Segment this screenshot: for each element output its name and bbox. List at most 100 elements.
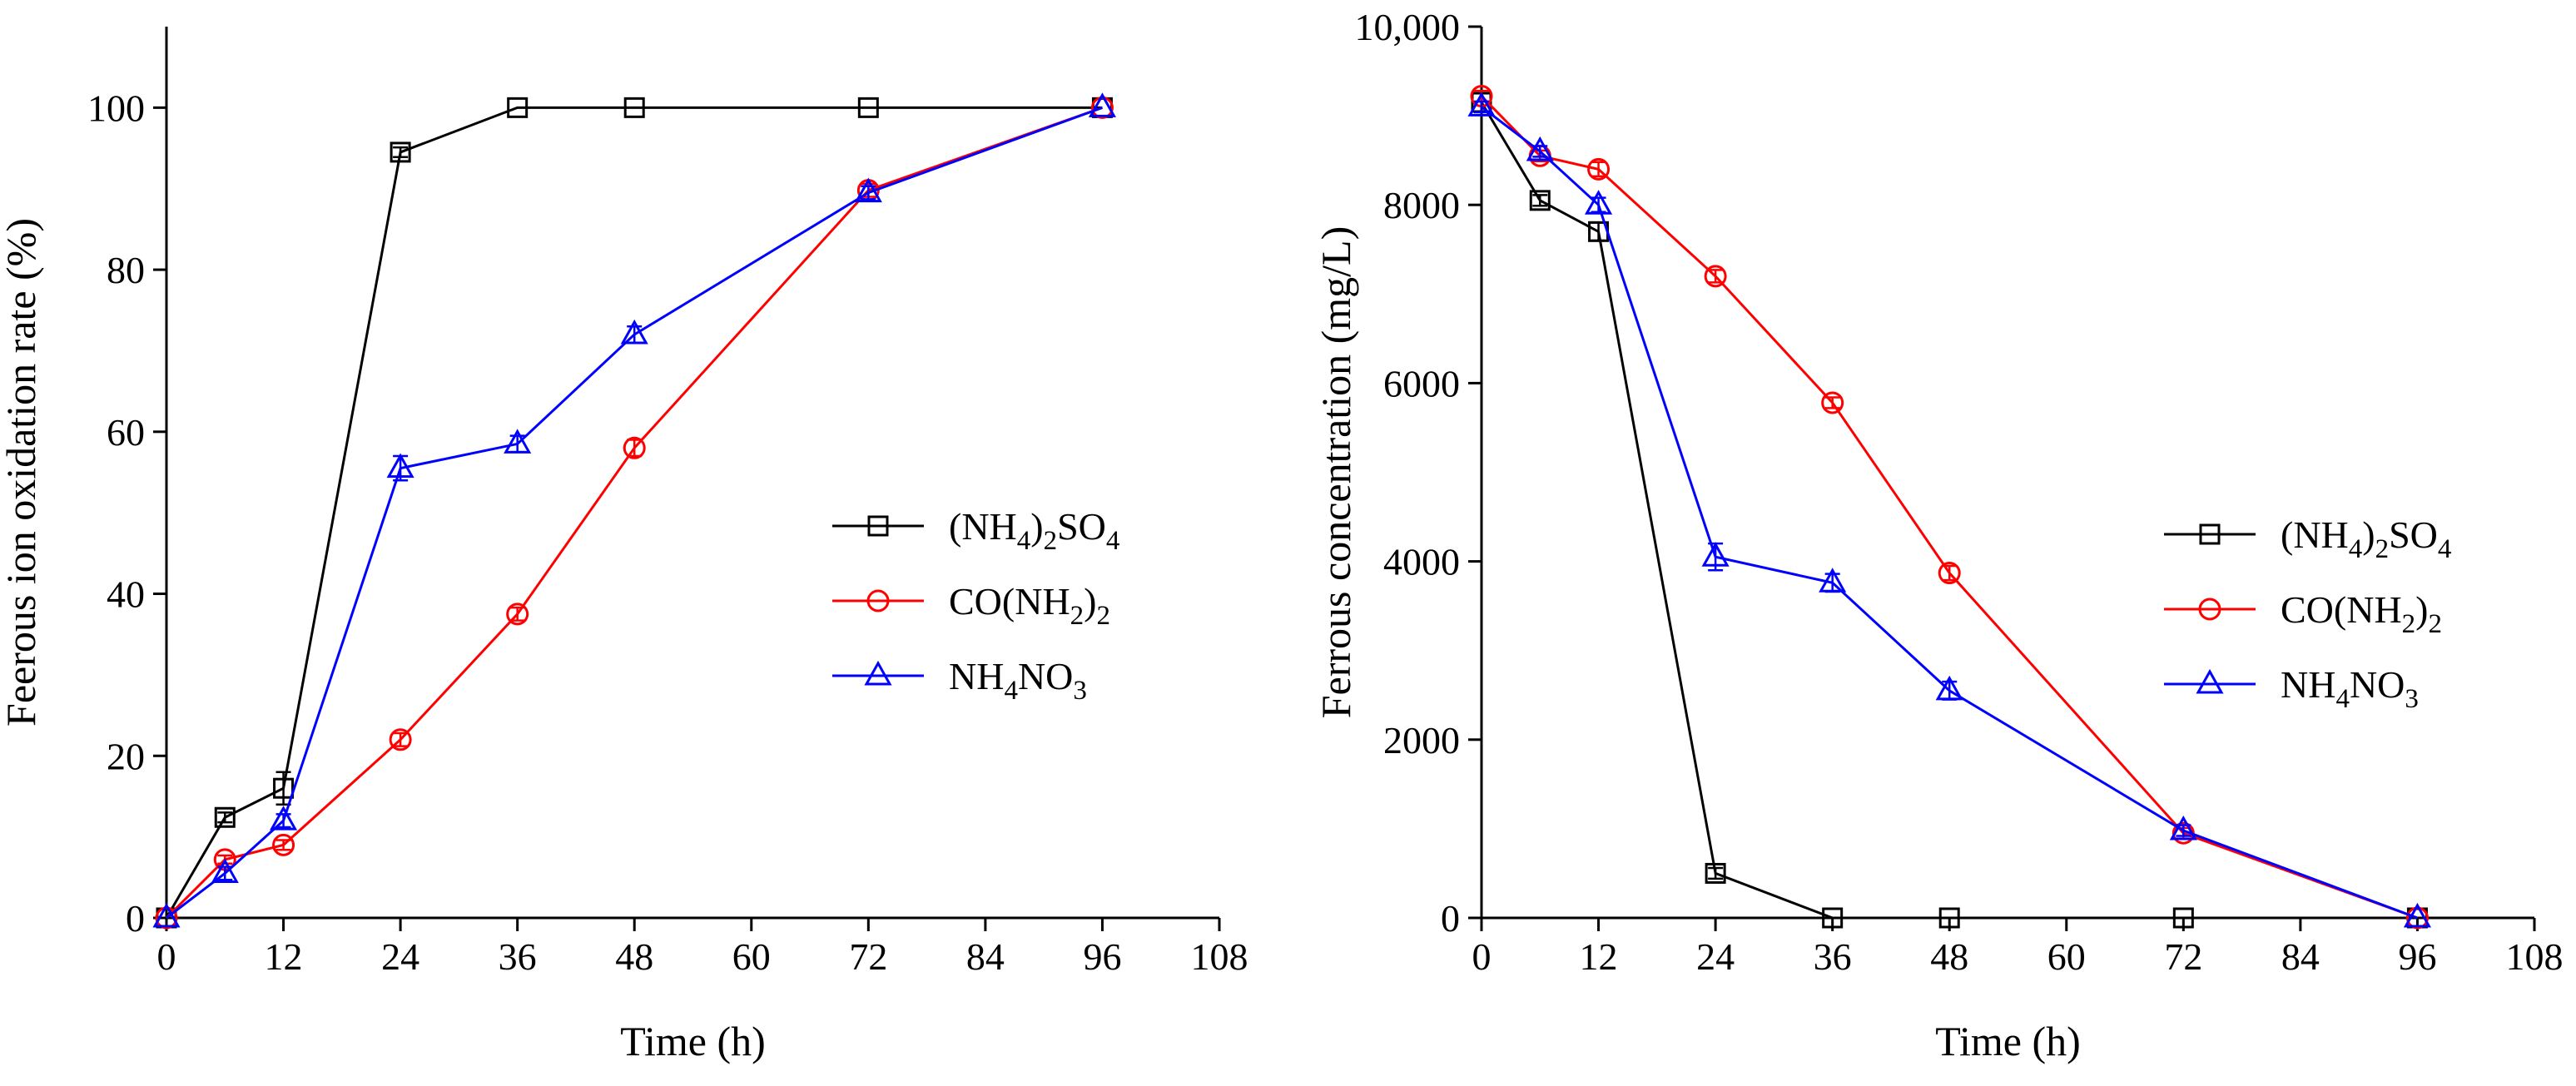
data-point-urea: [1704, 265, 1727, 288]
error-bar: [861, 185, 876, 201]
data-point-nh4no3: [2403, 902, 2432, 928]
data-point-nh4so4: [1938, 907, 1960, 929]
error-bar: [393, 146, 409, 159]
data-point-nh4so4: [390, 141, 411, 163]
legend-item-nh4so4: (NH4)2SO4: [832, 505, 1119, 556]
data-point-nh4so4: [507, 97, 529, 118]
error-bar: [1591, 221, 1606, 242]
x-tick-label: 108: [2506, 935, 2564, 978]
legend-label: CO(NH2)2: [949, 580, 1110, 631]
legend-marker: [2198, 598, 2221, 621]
series-urea: [1470, 85, 2429, 930]
legend-label: (NH4)2SO4: [2281, 513, 2451, 564]
data-point-nh4no3: [1701, 542, 1730, 567]
series-nh4no3: [1467, 92, 2432, 928]
error-bar: [1532, 194, 1548, 207]
x-tick-label: 12: [1580, 935, 1618, 978]
data-point-nh4so4: [1705, 862, 1726, 884]
legend-marker: [866, 589, 890, 612]
chart-left: 0 12 24 36 48 60 72 84 96 108 0 20 40 60 80 100 Time (h)…: [0, 27, 1248, 1064]
error-bar: [393, 731, 409, 747]
data-point-nh4so4: [623, 97, 645, 118]
series-line-nh4no3: [166, 106, 1103, 920]
y-tick-label: 0: [1441, 897, 1460, 940]
data-point-urea: [272, 833, 295, 856]
data-point-nh4no3: [854, 177, 882, 203]
x-tick-label: 84: [2281, 935, 2320, 978]
data-point-nh4no3: [1088, 92, 1117, 117]
x-axis-title: Time (h): [1935, 1018, 2081, 1064]
data-point-nh4so4: [273, 777, 295, 799]
data-point-nh4so4: [2172, 907, 2194, 929]
data-point-nh4no3: [1819, 568, 1847, 593]
series-line-nh4no3: [1481, 106, 2418, 920]
x-tick-label: 12: [265, 935, 303, 978]
data-point-urea: [1938, 562, 1961, 585]
x-tick-label: 0: [1472, 935, 1491, 978]
error-bar: [275, 839, 291, 851]
data-point-urea: [623, 436, 646, 459]
x-tick-label: 60: [2047, 935, 2086, 978]
data-point-nh4no3: [386, 453, 414, 479]
legend-item-urea: CO(NH2)2: [832, 580, 1110, 631]
y-tick-label: 0: [126, 897, 145, 940]
data-point-nh4no3: [1935, 675, 1963, 701]
x-tick-label: 84: [966, 935, 1005, 978]
error-bar: [509, 606, 525, 622]
series-nh4no3: [152, 92, 1117, 928]
y-tick-label: 80: [107, 249, 145, 291]
y-axis-title: Feerous ion oxidation rate (%): [0, 218, 44, 726]
x-tick-label: 36: [499, 935, 537, 978]
series-urea: [155, 96, 1114, 930]
error-bar: [275, 771, 291, 806]
error-bar: [1942, 564, 1958, 582]
error-bar: [217, 865, 233, 881]
error-bar: [1591, 161, 1606, 178]
legend-label: (NH4)2SO4: [949, 505, 1119, 556]
legend-item-nh4no3: NH4NO3: [832, 655, 1087, 706]
data-point-nh4no3: [211, 858, 239, 883]
y-tick-label: 40: [107, 573, 145, 616]
data-point-urea: [1821, 391, 1844, 414]
data-point-nh4no3: [1467, 92, 1496, 117]
y-tick-label: 10,000: [1355, 6, 1461, 48]
error-bar: [1824, 396, 1840, 409]
series-line-nh4so4: [1480, 102, 2418, 920]
error-bar: [275, 813, 291, 829]
data-point-nh4no3: [504, 429, 532, 454]
y-tick-label: 6000: [1383, 362, 1460, 404]
y-tick-label: 60: [107, 411, 145, 454]
legend-item-nh4no3: NH4NO3: [2164, 663, 2419, 714]
legend-marker: [2199, 523, 2221, 545]
data-point-nh4so4: [857, 97, 879, 118]
data-point-nh4no3: [620, 319, 648, 345]
data-point-urea: [506, 603, 529, 626]
y-tick-label: 20: [107, 735, 145, 777]
legend-label: NH4NO3: [949, 655, 1087, 706]
error-bar: [217, 811, 233, 824]
y-axis-title: Ferrous concentration (mg/L): [1313, 226, 1359, 718]
series-line-urea: [1480, 95, 2418, 920]
legend-marker: [864, 660, 892, 686]
x-axis-title: Time (h): [620, 1018, 766, 1064]
x-tick-label: 96: [2398, 935, 2436, 978]
data-point-nh4so4: [1822, 907, 1844, 929]
x-tick-label: 72: [2164, 935, 2202, 978]
legend: (NH4)2SO4 CO(NH2)2 NH4NO3: [832, 505, 1119, 706]
x-tick-label: 24: [1696, 935, 1735, 978]
x-tick-label: 108: [1191, 935, 1248, 978]
x-tick-label: 36: [1814, 935, 1852, 978]
legend-label: NH4NO3: [2281, 663, 2419, 714]
y-tick-label: 8000: [1383, 184, 1460, 226]
data-point-nh4no3: [2169, 815, 2197, 841]
legend-marker: [867, 515, 889, 537]
data-point-nh4no3: [152, 902, 181, 928]
legend: (NH4)2SO4 CO(NH2)2 NH4NO3: [2164, 513, 2451, 714]
series-nh4so4: [1471, 92, 2428, 929]
data-point-nh4no3: [1584, 190, 1613, 215]
error-bar: [1708, 269, 1724, 284]
x-tick-label: 72: [849, 935, 887, 978]
x-tick-label: 48: [615, 935, 653, 978]
data-point-nh4no3: [1526, 136, 1554, 161]
